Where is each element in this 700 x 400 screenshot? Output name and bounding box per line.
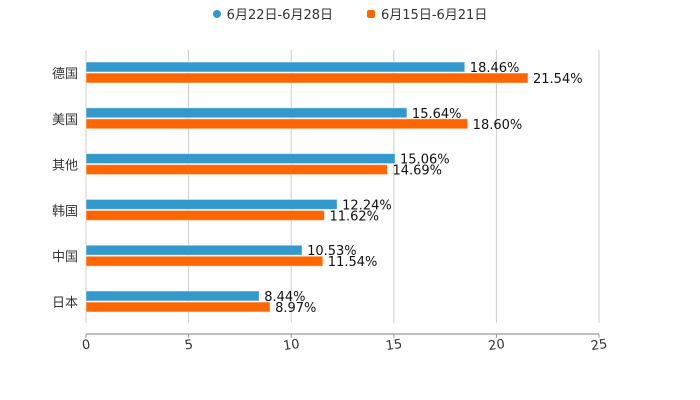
bar-series-2 — [85, 118, 469, 130]
bar-series-1 — [85, 153, 396, 165]
x-tick-label: 0 — [81, 337, 91, 353]
data-label: 8.44% — [264, 290, 305, 305]
bar-series-2 — [85, 255, 324, 267]
legend-item-series-1[interactable]: 6月22日-6月28日 — [212, 4, 333, 23]
bar-series-1 — [85, 244, 303, 256]
bar-series-1 — [85, 290, 260, 302]
legend-item-series-2[interactable]: 6月15日-6月21日 — [367, 4, 487, 23]
data-label: 12.24% — [342, 198, 392, 213]
data-label: 15.06% — [400, 153, 450, 168]
data-label: 18.60% — [473, 118, 523, 133]
y-category-label: 韩国 — [52, 204, 78, 219]
bar-series-2 — [85, 301, 271, 313]
y-category-label: 中国 — [52, 250, 78, 265]
y-category-label: 美国 — [52, 113, 78, 128]
legend-marker-icon — [367, 9, 375, 18]
bar-series-2 — [85, 164, 388, 176]
bar-series-1 — [85, 107, 408, 119]
data-label: 18.46% — [470, 61, 520, 76]
data-label: 15.64% — [412, 107, 462, 122]
x-tick-label: 20 — [487, 337, 505, 354]
x-tick-label: 25 — [590, 337, 608, 354]
data-label: 14.69% — [392, 164, 442, 179]
data-label: 10.53% — [307, 244, 357, 259]
y-category-label: 德国 — [52, 67, 78, 82]
y-category-label: 其他 — [52, 159, 78, 174]
bar-series-2 — [85, 72, 529, 84]
data-label: 21.54% — [533, 72, 583, 87]
y-category-label: 日本 — [52, 296, 78, 311]
legend-label: 6月22日-6月28日 — [226, 8, 333, 23]
bar-series-1 — [85, 61, 466, 73]
legend-marker-icon — [212, 9, 221, 18]
legend: 6月22日-6月28日 6月15日-6月21日 — [0, 4, 700, 23]
x-tick-label: 15 — [385, 337, 403, 354]
data-label: 8.97% — [275, 301, 316, 316]
bar-series-1 — [85, 198, 338, 210]
data-label: 11.54% — [328, 255, 378, 270]
legend-label: 6月15日-6月21日 — [381, 8, 488, 23]
x-tick-label: 10 — [282, 337, 300, 354]
data-label: 11.62% — [329, 209, 379, 224]
bar-series-2 — [85, 209, 325, 221]
x-tick-label: 5 — [184, 337, 194, 353]
